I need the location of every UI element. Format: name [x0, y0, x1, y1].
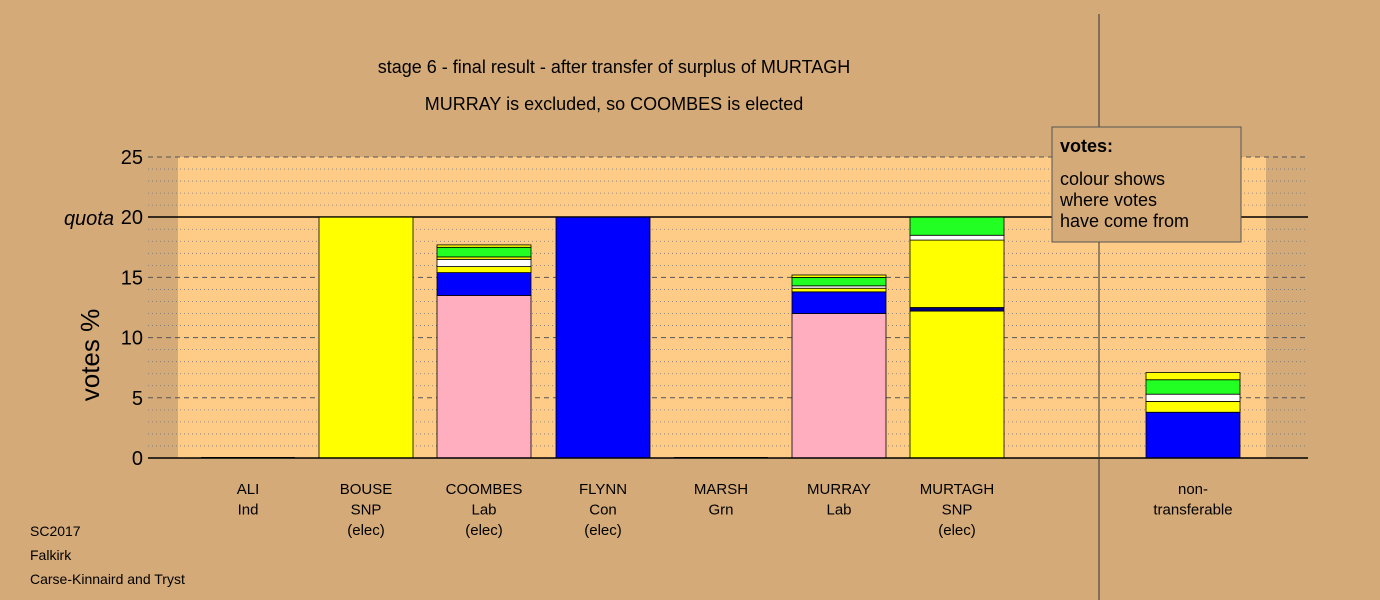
x-tick-label: MURTAGH: [920, 481, 994, 498]
bar-segment: [436, 258, 532, 267]
bar-segment: [909, 307, 1005, 312]
legend-line: have come from: [1060, 211, 1189, 231]
bar-segment: [555, 216, 651, 459]
chart-subtitle: MURRAY is excluded, so COOMBES is electe…: [425, 94, 803, 114]
footer-year: SC2017: [30, 523, 81, 539]
y-tick-label: 0: [132, 448, 143, 470]
bar-segment: [1145, 372, 1241, 381]
x-tick-label: non-: [1178, 481, 1208, 498]
legend-box: [1051, 126, 1242, 243]
bar-segment: [436, 244, 532, 248]
x-tick-label: (elec): [465, 522, 503, 539]
x-tick-labels: ALI Ind BOUSE SNP (elec) COOMBES Lab (elec) FLYN…: [237, 481, 1233, 539]
x-tick-label: MARSH: [694, 481, 748, 498]
legend-line: where votes: [1059, 190, 1157, 210]
x-tick-label: (elec): [938, 522, 976, 539]
y-tick-label: 10: [121, 328, 143, 350]
bar-segment: [791, 287, 887, 293]
y-tick-label: 25: [121, 147, 143, 169]
y-tick-label: 20: [121, 207, 143, 229]
chart-title: stage 6 - final result - after transfer …: [378, 57, 851, 77]
x-tick-label: BOUSE: [340, 481, 393, 498]
bar-segment: [791, 276, 887, 287]
bar-segment: [791, 274, 887, 278]
y-tick-label: 5: [132, 388, 143, 410]
x-tick-label: Lab: [471, 502, 496, 519]
x-tick-label: Con: [589, 502, 617, 519]
legend: votes: colour shows where votes have com…: [1051, 126, 1242, 243]
bar-segment: [909, 239, 1005, 308]
y-axis-label: votes %: [75, 309, 105, 402]
bar-segment: [909, 310, 1005, 459]
bar-segment: [1145, 379, 1241, 395]
bar-segment: [1145, 401, 1241, 413]
x-tick-label: ALI: [237, 481, 260, 498]
x-tick-label: SNP: [351, 502, 382, 519]
bar-segment: [436, 272, 532, 296]
x-tick-label: MURRAY: [807, 481, 871, 498]
bar-segment: [436, 246, 532, 258]
x-tick-label: FLYNN: [579, 481, 627, 498]
footer-council: Falkirk: [30, 547, 72, 563]
bar-segment: [1145, 393, 1241, 402]
bar-segment: [909, 216, 1005, 236]
x-tick-label: (elec): [347, 522, 385, 539]
quota-label: quota: [64, 208, 114, 230]
bar-segment: [791, 313, 887, 459]
x-tick-label: Ind: [238, 502, 259, 519]
legend-heading: votes:: [1060, 136, 1113, 156]
legend-line: colour shows: [1060, 169, 1165, 189]
bar-segment: [1145, 411, 1241, 459]
footer-ward: Carse-Kinnaird and Tryst: [30, 571, 185, 587]
y-tick-label: 15: [121, 267, 143, 289]
x-tick-label: Grn: [708, 502, 733, 519]
bar-segment: [791, 291, 887, 314]
bar-segment: [436, 266, 532, 273]
bars: [201, 216, 1241, 459]
x-tick-label: SNP: [942, 502, 973, 519]
bar-segment: [909, 234, 1005, 241]
y-tick-labels: 0 5 10 15 20 25: [121, 147, 143, 470]
bar-segment: [436, 295, 532, 459]
x-tick-label: (elec): [584, 522, 622, 539]
x-tick-label: transferable: [1153, 502, 1232, 519]
x-tick-label: Lab: [826, 502, 851, 519]
bar-segment: [318, 216, 414, 459]
x-tick-label: COOMBES: [446, 481, 523, 498]
